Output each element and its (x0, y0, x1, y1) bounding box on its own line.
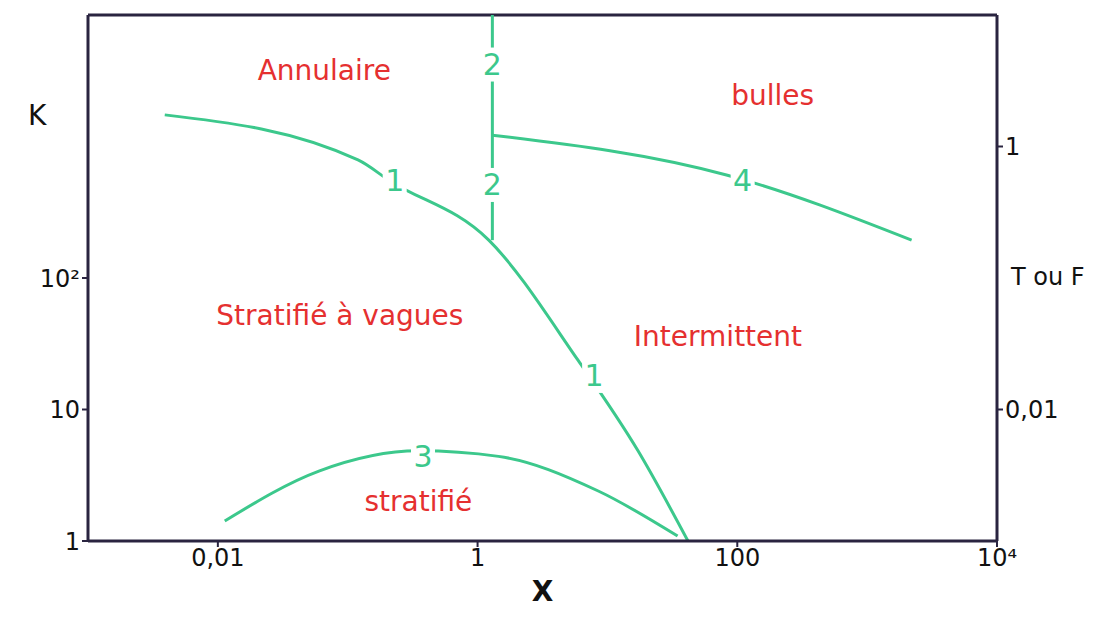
svg-text:1: 1 (1005, 133, 1020, 161)
svg-text:Annulaire: Annulaire (258, 54, 391, 87)
svg-text:X: X (532, 575, 554, 608)
svg-text:stratifié: stratifié (364, 485, 472, 518)
svg-text:1: 1 (585, 358, 604, 393)
svg-text:K: K (28, 99, 47, 132)
svg-text:0,01: 0,01 (1005, 396, 1058, 424)
svg-text:Stratifié à vagues: Stratifié à vagues (216, 299, 463, 332)
svg-text:10: 10 (49, 396, 80, 424)
svg-text:1: 1 (385, 163, 404, 198)
svg-text:0,01: 0,01 (191, 544, 244, 572)
svg-text:1: 1 (470, 544, 485, 572)
svg-text:100: 100 (714, 544, 760, 572)
svg-text:3: 3 (413, 439, 432, 474)
svg-text:10⁴: 10⁴ (977, 544, 1017, 572)
svg-text:2: 2 (483, 167, 502, 202)
svg-text:2: 2 (483, 47, 502, 82)
svg-text:Intermittent: Intermittent (634, 320, 802, 353)
svg-text:T ou F: T ou F (1010, 263, 1085, 291)
svg-text:4: 4 (733, 163, 752, 198)
svg-text:1: 1 (65, 528, 80, 556)
svg-text:10²: 10² (40, 265, 80, 293)
svg-text:bulles: bulles (731, 79, 814, 112)
